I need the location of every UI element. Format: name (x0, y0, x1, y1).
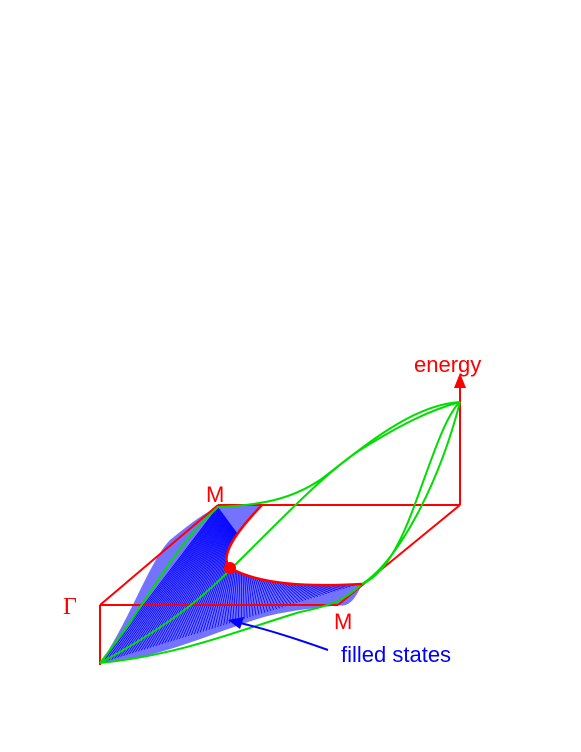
hatch-line (117, 510, 222, 658)
hatch-line (182, 525, 233, 638)
hatch-line (114, 510, 221, 659)
filled-states-label: filled states (341, 642, 451, 667)
band-curves (99, 401, 461, 664)
hatch-line (164, 521, 230, 644)
hatch-line (152, 518, 228, 648)
hatch-line (126, 512, 223, 656)
hatch-line (155, 519, 228, 647)
hatch-line (108, 508, 220, 661)
hatch-line (158, 520, 229, 646)
filled-states-pointer (228, 617, 329, 651)
hatch-line (190, 527, 234, 636)
hatch-line (105, 508, 220, 662)
band-curve-bottom-right (99, 401, 461, 664)
energy-axis-arrowhead (454, 373, 466, 388)
hatch-line (179, 525, 232, 639)
fermi-point (224, 562, 236, 574)
hatch-line (140, 516, 226, 651)
m-label-bottom: M (334, 609, 352, 634)
band-curve-right-inner (361, 401, 461, 585)
hatch-line (187, 527, 234, 637)
hatch-line (129, 513, 224, 655)
hatch-line (111, 509, 221, 660)
hatch-line (196, 529, 235, 634)
hatch-line (143, 516, 226, 650)
hatch-line (134, 514, 225, 653)
hatch-line (173, 523, 231, 641)
brillouin-zone-frame (99, 388, 461, 665)
band-curve-diagonal-low (99, 401, 461, 664)
hatch-line (123, 512, 223, 657)
pointer-line (239, 622, 329, 651)
hatch-line (176, 524, 232, 640)
hatch-line (102, 507, 219, 663)
hatch-line (185, 526, 233, 638)
hatch-line (137, 515, 225, 652)
hatch-line (167, 522, 230, 643)
m-label-top: M (206, 482, 224, 507)
gamma-label: Γ (63, 594, 77, 620)
hatch-line (120, 511, 222, 657)
hatch-line (132, 514, 224, 654)
frame-top-left (99, 504, 219, 606)
hatch-line (170, 523, 231, 642)
hatch-line (261, 566, 362, 584)
hatch-line (193, 528, 235, 635)
pointer-arrowhead (228, 617, 244, 629)
hatch-line (161, 520, 229, 645)
band-curve-left-edge (99, 506, 219, 664)
band-curve-top (217, 401, 461, 508)
energy-label: energy (414, 352, 481, 377)
